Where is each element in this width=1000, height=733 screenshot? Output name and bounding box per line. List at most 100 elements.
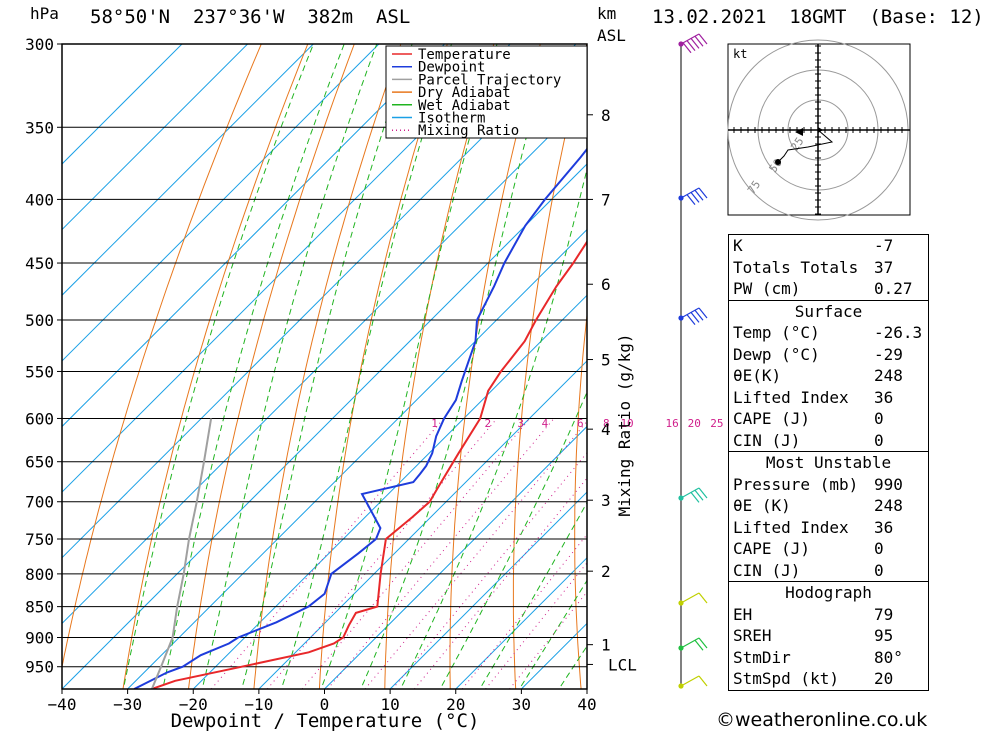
x-tick-label: 0 [320, 695, 330, 714]
legend-item: Dry Adiabat [418, 85, 511, 101]
dry-adiabat-line [62, 44, 262, 670]
isotherm-line [62, 97, 587, 625]
wind-barb-flag [698, 637, 708, 649]
mu-row: Lifted Index 36 [733, 517, 894, 537]
wind-barb-flag [686, 194, 696, 205]
parcel-trajectory-line [150, 418, 213, 689]
pressure-label: 900 [25, 629, 54, 648]
wind-barb-flag [690, 312, 700, 323]
surface-row: Temp (°C) -26.3 [733, 323, 923, 342]
wind-barb-flag [694, 189, 704, 201]
mixing-ratio-label: 10 [620, 417, 633, 430]
hodo-row: EH 79 [733, 604, 894, 624]
pressure-label: 400 [25, 190, 54, 209]
wind-barb-flag [690, 492, 700, 503]
index-row-k: K -7 [733, 236, 894, 255]
hodograph-section: Hodograph EH 79 SREH 95 StmDir 80° StmSpd (… [729, 581, 928, 690]
isotherm-line [62, 44, 314, 296]
dry-adiabat-line [188, 44, 355, 689]
wet-adiabat-line [399, 167, 587, 689]
x-tick-label: −40 [48, 695, 77, 714]
x-tick-label: −20 [179, 695, 208, 714]
mixing-ratio-label: 25 [710, 417, 723, 430]
pressure-label: 350 [25, 118, 54, 137]
legend-item: Mixing Ratio [418, 123, 519, 139]
hodograph-ring-label: 25 [788, 135, 806, 153]
wind-barb-staff [680, 637, 700, 649]
pressure-label: 700 [25, 493, 54, 512]
km-label: 1 [601, 636, 611, 655]
wind-barb-staff [680, 187, 700, 199]
mixing-ratio-label: 20 [688, 417, 701, 430]
x-tick-label: −10 [244, 695, 273, 714]
mu-row: Pressure (mb) 990 [733, 474, 903, 494]
surface-row: θE(K) 248 [733, 366, 903, 385]
km-label: 4 [601, 420, 611, 439]
mixing-ratio-line [327, 418, 555, 689]
temperature-line [151, 240, 587, 689]
mixing-ratio-line [210, 418, 445, 689]
pressure-label: 500 [25, 311, 54, 330]
dry-adiabat-line [122, 44, 309, 689]
wind-barb-flag [690, 38, 700, 49]
dry-adiabat-line [692, 44, 727, 689]
hodograph-end-dot [775, 159, 781, 165]
hodograph-title: Hodograph [729, 581, 928, 604]
pressure-label: 950 [25, 658, 54, 677]
storm-motion-marker [818, 127, 823, 133]
dry-adiabat-line [449, 44, 541, 689]
isotherm-line [62, 44, 511, 493]
pressure-label: 650 [25, 453, 54, 472]
legend-item: Isotherm [418, 111, 485, 127]
wet-adiabat-line [439, 390, 587, 689]
hodo-row: SREH 95 [733, 626, 894, 645]
wind-barb-staff [680, 33, 700, 45]
mixing-ratio-label: 2 [484, 417, 491, 430]
isotherm-line [62, 44, 248, 231]
index-row-pw: PW (cm) 0.27 [733, 279, 913, 298]
index-row-totals: Totals Totals 37 [733, 257, 894, 277]
datetime-title: 13.02.2021 18GMT (Base: 12) [652, 6, 984, 28]
km-label: 6 [601, 275, 611, 294]
x-tick-label: 10 [380, 695, 399, 714]
mixing-ratio-line [392, 451, 587, 689]
surface-row: CIN (J) 0 [733, 430, 884, 450]
surface-section: Surface Temp (°C) -26.3 Dewp (°C) -29 θE(K… [729, 299, 928, 452]
wind-barb-flag [686, 40, 696, 51]
wind-barb-flag [698, 187, 708, 199]
mixing-ratio-line [364, 420, 587, 689]
wet-adiabat-line [360, 44, 552, 689]
location-title: 58°50'N 237°36'W 382m ASL [90, 6, 411, 28]
x-axis-title: Dewpoint / Temperature (°C) [171, 710, 480, 732]
hodo-row: StmDir 80° [733, 647, 903, 667]
most-unstable-title: Most Unstable [729, 451, 928, 474]
isotherm-line [62, 44, 577, 559]
km-label: 2 [601, 562, 611, 581]
x-tick-label: 30 [512, 695, 531, 714]
wind-barb-flag [694, 489, 704, 501]
isotherm-line [62, 44, 445, 428]
isotherm-line [324, 425, 587, 689]
pressure-label: 450 [25, 254, 54, 273]
surface-row: Dewp (°C) -29 [733, 344, 903, 364]
pressure-label: 300 [25, 35, 54, 54]
km-label: km [597, 4, 617, 23]
wind-barb-flag [694, 35, 704, 47]
km-label: LCL [608, 655, 637, 674]
isotherm-line [127, 228, 587, 689]
legend-item: Parcel Trajectory [418, 72, 561, 88]
wind-barb-flag [698, 33, 708, 45]
km-label: 8 [601, 106, 611, 125]
storm-motion-marker [795, 128, 803, 136]
x-tick-label: 40 [577, 695, 596, 714]
isotherm-line [62, 163, 587, 689]
isotherm-line [62, 44, 183, 165]
wind-barb-staff [680, 307, 700, 319]
surface-row: Lifted Index 36 [733, 387, 894, 407]
mu-row: θE (K) 248 [733, 496, 903, 515]
wind-barb-staff [680, 487, 700, 499]
credit-link[interactable]: ©weatheronline.co.uk [716, 709, 928, 731]
